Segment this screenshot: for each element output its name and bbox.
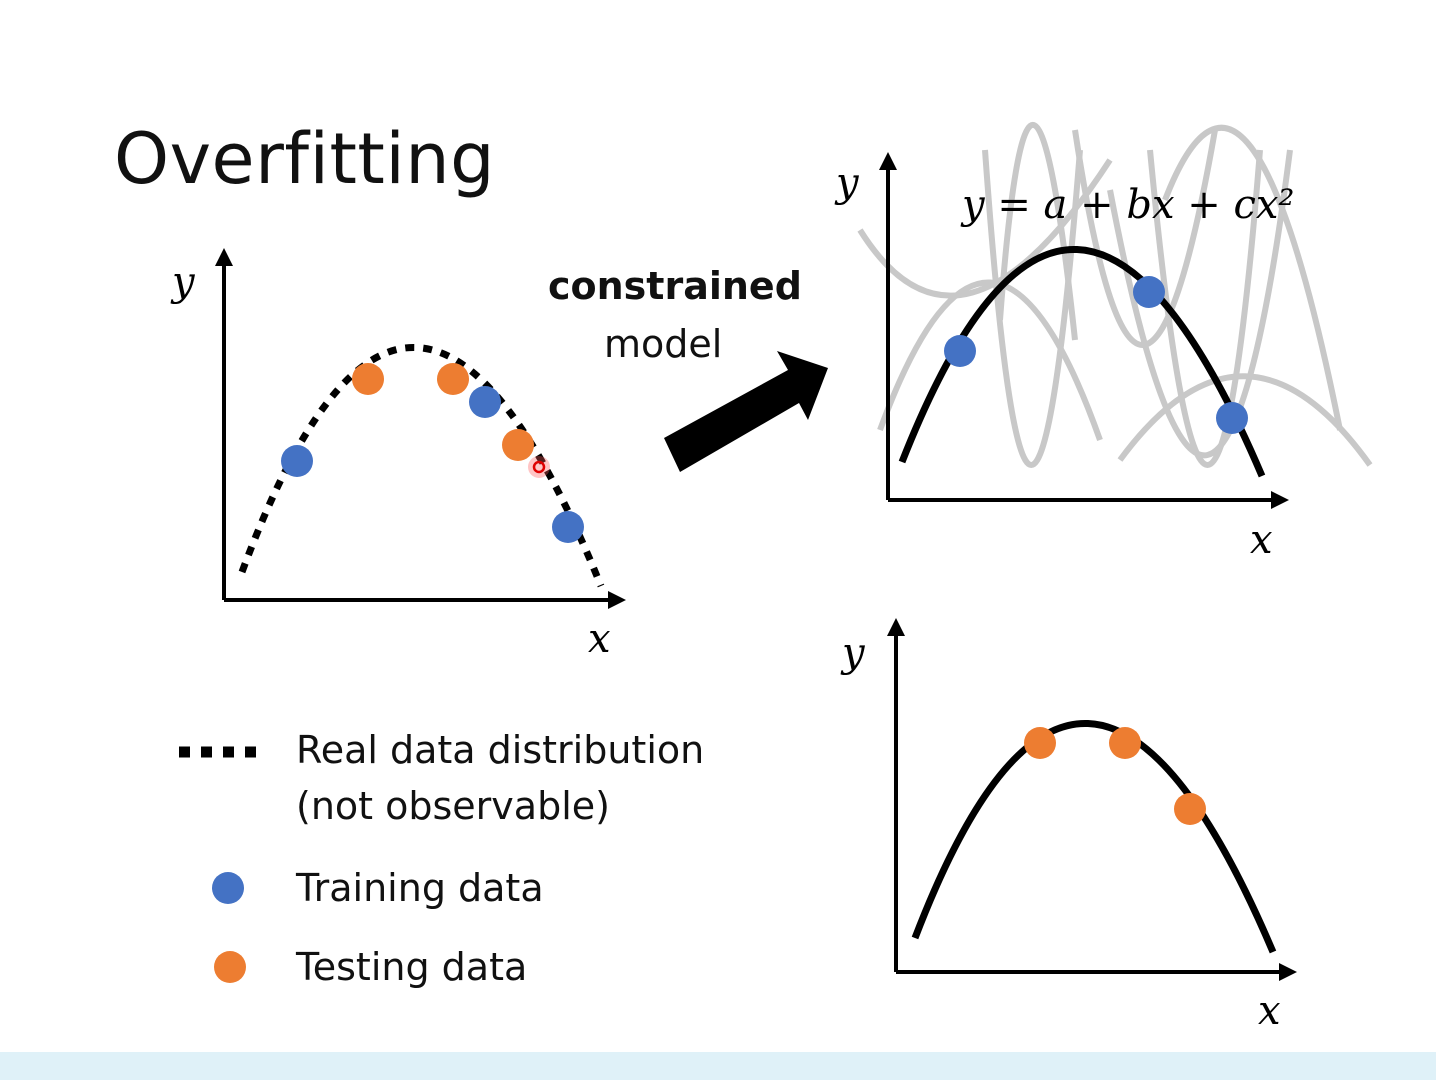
bottom-right-fitted-curve (911, 720, 1277, 954)
left-y-label: y (170, 259, 196, 305)
arrow-caption-strong: constrained (548, 264, 802, 308)
legend-real-line2: (not observable) (296, 784, 610, 828)
bottom-right-y-label: y (840, 630, 866, 676)
left-testing-point (502, 429, 534, 461)
left-training-point (469, 386, 501, 418)
candidate-curve (1107, 149, 1293, 459)
orange-dot-icon (214, 951, 246, 983)
blue-dot-icon (212, 872, 244, 904)
cursor-marker (532, 460, 546, 474)
legend-testing: Testing data (296, 945, 528, 989)
left-plot: y x (170, 248, 626, 662)
top-right-y-label: y (834, 160, 860, 206)
top-right-training-point (1133, 276, 1165, 308)
candidate-curves (857, 122, 1373, 468)
bottom-right-testing-point (1024, 727, 1056, 759)
candidate-curve (1162, 124, 1343, 431)
top-right-x-axis-arrowhead (1271, 491, 1289, 509)
bottom-right-x-axis-arrowhead (1279, 963, 1297, 981)
left-x-label: x (588, 616, 611, 662)
candidate-curve (982, 149, 1083, 468)
slide-title: Overfitting (114, 118, 496, 200)
top-right-x-label: x (1250, 517, 1273, 563)
bottom-right-testing-point (1109, 727, 1141, 759)
thick-right-up-arrow-icon (664, 351, 828, 472)
left-training-point (552, 511, 584, 543)
left-x-axis-arrowhead (608, 591, 626, 609)
arrow-caption-normal: model (604, 322, 723, 366)
bottom-right-plot: y x (840, 618, 1297, 1034)
legend-real-line1: Real data distribution (296, 728, 705, 772)
top-right-plot: y x y = a + bx + cx² (834, 122, 1373, 563)
bottom-right-testing-point (1174, 793, 1206, 825)
cursor-highlight (528, 456, 550, 478)
top-right-y-axis-arrowhead (879, 152, 897, 170)
bottom-right-x-label: x (1258, 988, 1281, 1034)
legend-training: Training data (296, 866, 544, 910)
left-testing-point (352, 363, 384, 395)
bottom-right-y-axis-arrowhead (887, 618, 905, 636)
left-training-point (281, 445, 313, 477)
candidate-curve (997, 122, 1078, 341)
left-testing-point (437, 363, 469, 395)
candidate-curve (1072, 129, 1218, 348)
model-equation: y = a + bx + cx² (960, 182, 1294, 228)
top-right-training-point (1216, 402, 1248, 434)
top-right-training-point (944, 335, 976, 367)
bottom-decorative-band (0, 1052, 1436, 1080)
left-y-axis-arrowhead (215, 248, 233, 266)
